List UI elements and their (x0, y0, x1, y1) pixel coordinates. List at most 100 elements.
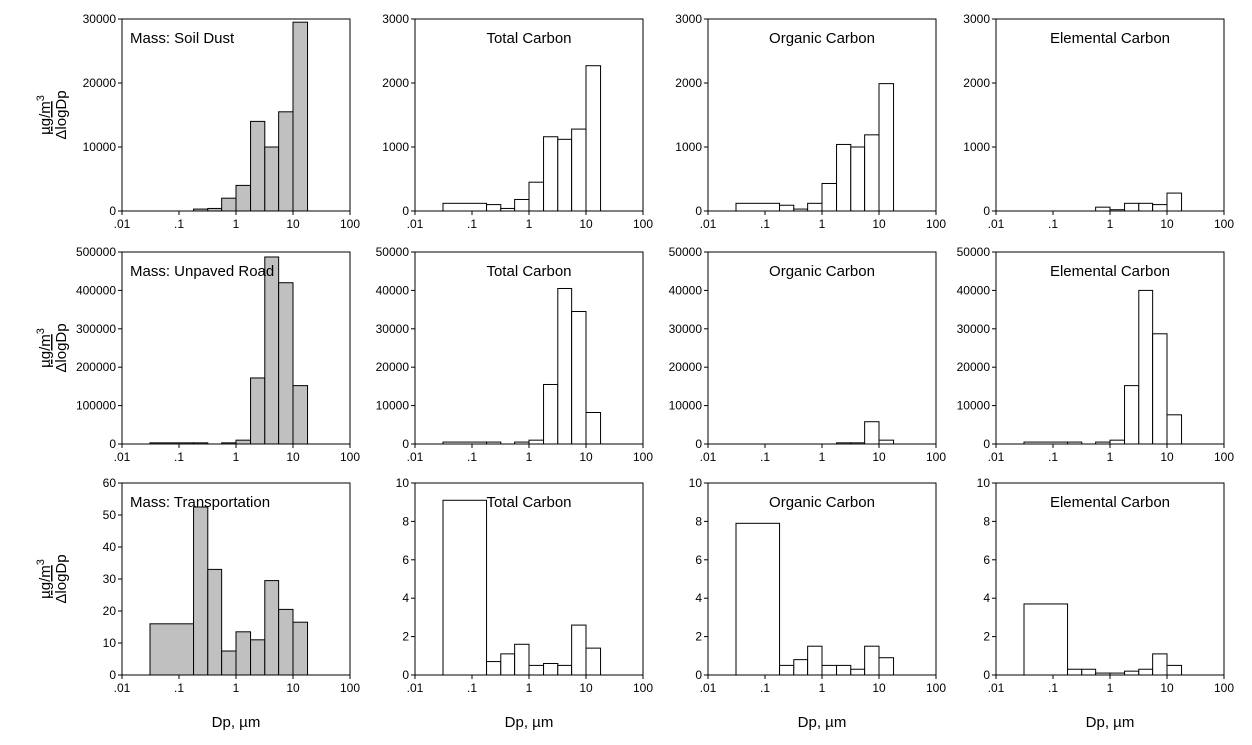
bar (1067, 668, 1083, 676)
bar (528, 181, 545, 212)
y-tick-label: 0 (402, 668, 409, 682)
x-tick-label: .01 (988, 681, 1005, 695)
bar (500, 653, 516, 676)
x-tick-label: .1 (1048, 217, 1058, 231)
bar (442, 441, 488, 445)
x-tick-label: 100 (340, 217, 360, 231)
x-tick-label: 100 (633, 450, 653, 464)
bar (1166, 664, 1183, 676)
y-tick-label: 0 (109, 668, 116, 682)
y-label-denominator: ΔlogDp (53, 554, 70, 603)
bar (557, 664, 573, 676)
bar (528, 664, 545, 676)
bar (235, 184, 252, 212)
y-tick-label: 0 (402, 204, 409, 218)
bar (821, 664, 838, 676)
bar (442, 499, 488, 676)
bar (292, 621, 309, 676)
bar (500, 207, 516, 212)
x-tick-label: .01 (700, 450, 717, 464)
bar (514, 643, 530, 676)
plot-frame (995, 251, 1225, 445)
bar (735, 522, 781, 676)
bar (486, 441, 502, 445)
bar (1138, 289, 1154, 445)
y-tick-label: 0 (109, 204, 116, 218)
bar (543, 136, 559, 212)
bar (850, 442, 866, 445)
bar (836, 143, 852, 212)
bar (207, 207, 223, 212)
bar (807, 202, 823, 212)
panel-title: Total Carbon (486, 30, 571, 47)
panel-title: Elemental Carbon (1050, 30, 1170, 47)
x-tick-label: 1 (1107, 681, 1114, 695)
bar (585, 647, 602, 676)
bar (864, 134, 880, 212)
y-tick-label: 2 (983, 630, 990, 644)
bar (1138, 668, 1154, 676)
bar (149, 442, 195, 445)
bar (836, 442, 852, 445)
bar (1095, 672, 1111, 676)
panel-title: Organic Carbon (769, 263, 875, 280)
bar (793, 208, 809, 212)
bar (486, 204, 502, 212)
y-tick-label: 50 (103, 508, 117, 522)
y-tick-label: 200000 (76, 360, 116, 374)
y-tick-label: 100000 (76, 399, 116, 413)
x-tick-label: 100 (926, 217, 946, 231)
x-tick-label: 1 (1107, 217, 1114, 231)
bar (250, 120, 266, 212)
panel: 0 10000 20000 30000 40000 50000 .01 .1 1 10 100 Tot… (376, 245, 654, 464)
y-label-superscript: 3 (35, 559, 47, 565)
y-tick-label: 20000 (957, 360, 991, 374)
panel-title: Total Carbon (486, 494, 571, 511)
bar (1152, 204, 1168, 212)
x-tick-label: 1 (819, 217, 826, 231)
bar (836, 664, 852, 676)
y-tick-label: 20000 (669, 360, 703, 374)
bar (193, 442, 209, 445)
x-tick-label: 100 (926, 450, 946, 464)
y-tick-label: 10 (977, 476, 991, 490)
bar (1124, 670, 1140, 676)
y-tick-label: 10000 (376, 399, 410, 413)
y-tick-label: 30000 (957, 322, 991, 336)
y-tick-label: 20000 (83, 76, 117, 90)
y-axis-label: µg/m3 ΔlogDp (35, 323, 70, 372)
x-tick-label: .1 (174, 681, 184, 695)
x-tick-label: .01 (407, 217, 424, 231)
y-label-superscript: 3 (35, 95, 47, 101)
y-label-denominator: ΔlogDp (53, 90, 70, 139)
x-tick-label: 10 (286, 217, 300, 231)
bar (1023, 441, 1069, 445)
bar (585, 65, 602, 212)
y-label-numerator: µg/m (37, 565, 54, 599)
bar (1109, 439, 1126, 445)
bar (193, 208, 209, 212)
bar (149, 623, 195, 676)
plot-frame (121, 251, 351, 445)
y-tick-label: 0 (695, 204, 702, 218)
panel: 0 100000 200000 300000 400000 500000 .01 .1 1 10 1… (35, 245, 360, 464)
x-tick-label: 1 (526, 681, 533, 695)
x-tick-label: .01 (700, 681, 717, 695)
x-tick-label: .1 (467, 450, 477, 464)
bar (793, 659, 809, 676)
bar (878, 439, 895, 445)
x-tick-label: .1 (1048, 450, 1058, 464)
y-tick-label: 3000 (382, 12, 409, 26)
bar (292, 21, 309, 212)
panel-title: Mass: Soil Dust (130, 30, 235, 47)
x-tick-label: 10 (872, 450, 886, 464)
x-tick-label: 10 (872, 217, 886, 231)
bar (278, 282, 294, 445)
panel: 0 1000 2000 3000 .01 .1 1 10 100 Organic Carbon (675, 12, 946, 231)
bar (1095, 441, 1111, 445)
x-tick-label: .1 (1048, 681, 1058, 695)
panel: 0 10000 20000 30000 .01 .1 1 10 100 Mass: Soil Du… (35, 12, 360, 231)
y-label-superscript: 3 (35, 328, 47, 334)
x-tick-label: 1 (819, 450, 826, 464)
bar (571, 128, 587, 212)
